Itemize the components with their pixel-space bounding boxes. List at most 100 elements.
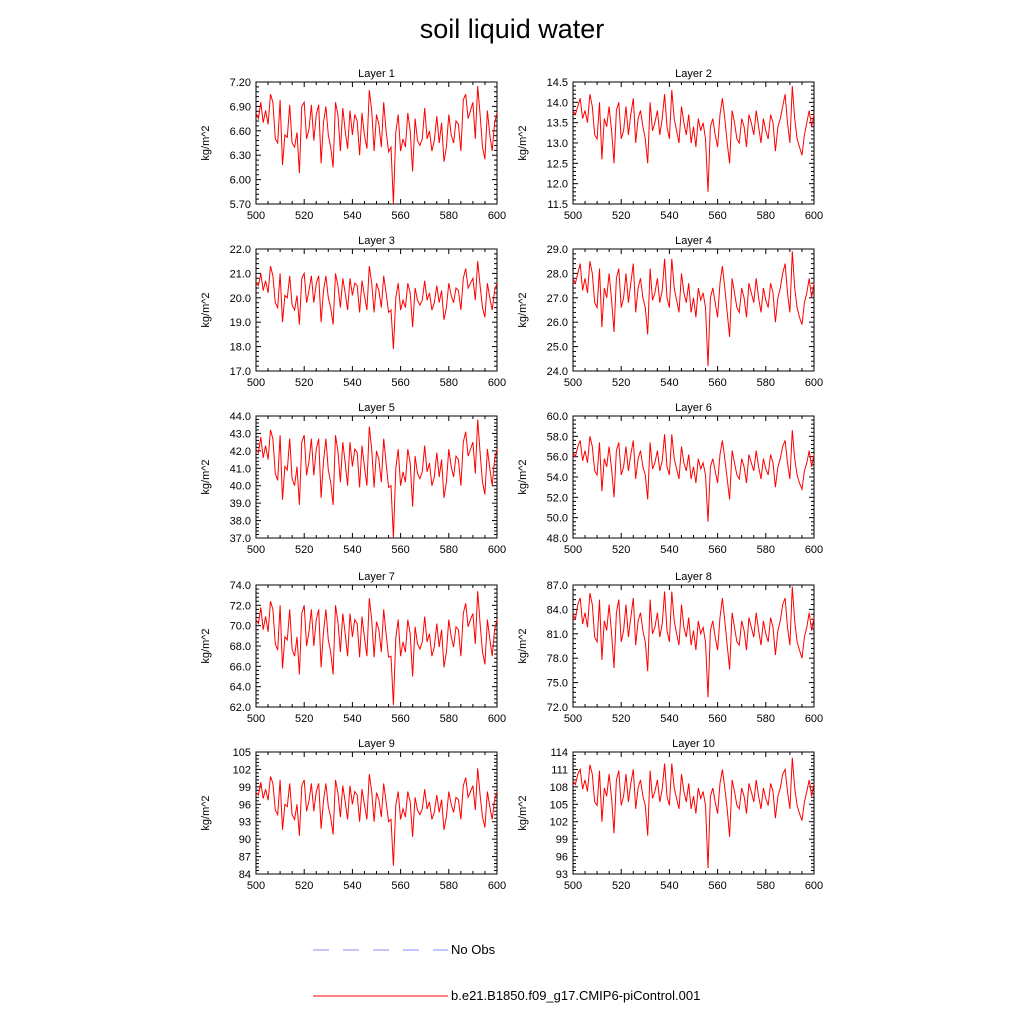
x-tick-label: 520	[295, 210, 313, 222]
x-tick-label: 560	[708, 544, 726, 556]
panel-title: Layer 6	[675, 402, 712, 414]
x-tick-label: 580	[440, 880, 458, 892]
y-tick-label: 96	[556, 852, 568, 864]
y-tick-label: 7.20	[230, 77, 251, 89]
x-tick-label: 540	[343, 377, 361, 389]
x-tick-label: 580	[440, 713, 458, 725]
x-tick-label: 600	[805, 544, 823, 556]
x-tick-label: 580	[757, 880, 775, 892]
x-tick-label: 500	[564, 880, 582, 892]
x-tick-label: 560	[708, 210, 726, 222]
x-tick-label: 560	[391, 880, 409, 892]
y-tick-label: 54.0	[547, 472, 568, 484]
x-tick-label: 600	[488, 377, 506, 389]
x-tick-label: 560	[391, 210, 409, 222]
panel-title: Layer 9	[358, 738, 395, 750]
panel-layer-10: Layer 10 kg/m^2 93 96 99 102 105 108 111 114 500 52…	[517, 738, 823, 892]
series-line	[255, 86, 498, 205]
x-tick-label: 540	[660, 880, 678, 892]
y-axis-label: kg/m^2	[200, 628, 212, 663]
y-tick-label: 28.0	[547, 268, 568, 280]
y-tick-label: 75.0	[547, 678, 568, 690]
y-tick-label: 44.0	[230, 411, 251, 423]
y-tick-label: 42.0	[230, 446, 251, 458]
x-tick-label: 560	[391, 713, 409, 725]
panel-title: Layer 4	[675, 235, 712, 247]
y-tick-label: 14.5	[547, 77, 568, 89]
x-tick-label: 600	[805, 880, 823, 892]
y-axis-label: kg/m^2	[517, 628, 529, 663]
series-line	[572, 586, 815, 698]
y-tick-label: 29.0	[547, 244, 568, 256]
series-line	[572, 251, 815, 367]
x-tick-label: 500	[247, 880, 265, 892]
x-tick-label: 600	[805, 377, 823, 389]
panel-layer-4: Layer 4 kg/m^2 24.0 25.0 26.0 27.0 28.0 29.0 500…	[517, 235, 823, 389]
y-axis-label: kg/m^2	[517, 292, 529, 327]
y-tick-label: 37.0	[230, 533, 251, 545]
panel-layer-9: Layer 9 kg/m^2 84 87 90 93 96 99 102 105 500 520 540…	[200, 738, 506, 892]
series-line	[572, 86, 815, 192]
x-tick-label: 520	[612, 880, 630, 892]
x-tick-label: 560	[708, 880, 726, 892]
series-line	[255, 419, 498, 539]
y-tick-label: 58.0	[547, 431, 568, 443]
x-tick-label: 500	[247, 544, 265, 556]
y-tick-label: 102	[550, 817, 568, 829]
y-tick-label: 13.0	[547, 138, 568, 150]
x-tick-label: 500	[564, 210, 582, 222]
y-tick-label: 93	[239, 817, 251, 829]
x-tick-label: 500	[247, 210, 265, 222]
y-tick-label: 39.0	[230, 498, 251, 510]
x-tick-label: 500	[564, 544, 582, 556]
x-tick-label: 600	[488, 544, 506, 556]
x-tick-label: 580	[440, 377, 458, 389]
y-tick-label: 87.0	[547, 580, 568, 592]
panel-title: Layer 10	[672, 738, 715, 750]
y-tick-label: 50.0	[547, 513, 568, 525]
x-tick-label: 560	[708, 377, 726, 389]
y-tick-label: 96	[239, 799, 251, 811]
x-tick-label: 520	[295, 544, 313, 556]
panel-title: Layer 7	[358, 571, 395, 583]
x-tick-label: 540	[343, 880, 361, 892]
x-tick-label: 600	[488, 210, 506, 222]
y-tick-label: 99	[556, 834, 568, 846]
y-tick-label: 48.0	[547, 533, 568, 545]
y-tick-label: 20.0	[230, 293, 251, 305]
x-tick-label: 580	[757, 210, 775, 222]
panel-title: Layer 3	[358, 235, 395, 247]
y-tick-label: 27.0	[547, 293, 568, 305]
panel-layer-6: Layer 6 kg/m^2 48.0 50.0 52.0 54.0 56.0 58.0 60.…	[517, 402, 823, 556]
x-tick-label: 520	[295, 713, 313, 725]
y-tick-label: 81.0	[547, 629, 568, 641]
panel-layer-7: Layer 7 kg/m^2 62.0 64.0 66.0 68.0 70.0 72.0 74.…	[200, 571, 506, 725]
y-tick-label: 43.0	[230, 428, 251, 440]
y-tick-label: 72.0	[547, 702, 568, 714]
x-tick-label: 580	[440, 544, 458, 556]
x-tick-label: 500	[564, 713, 582, 725]
y-tick-label: 6.60	[230, 126, 251, 138]
plot-frame	[572, 248, 815, 372]
y-tick-label: 111	[551, 764, 568, 776]
x-tick-label: 580	[757, 544, 775, 556]
y-tick-label: 87	[239, 852, 251, 864]
y-tick-label: 62.0	[230, 702, 251, 714]
y-tick-label: 14.0	[547, 97, 568, 109]
y-axis-label: kg/m^2	[517, 795, 529, 830]
y-tick-label: 68.0	[230, 641, 251, 653]
y-tick-label: 90	[239, 834, 251, 846]
y-tick-label: 108	[550, 782, 568, 794]
y-tick-label: 12.0	[547, 179, 568, 191]
y-tick-label: 84	[239, 869, 251, 881]
y-tick-label: 6.90	[230, 101, 251, 113]
y-tick-label: 12.5	[547, 158, 568, 170]
y-tick-label: 38.0	[230, 516, 251, 528]
y-tick-label: 64.0	[230, 682, 251, 694]
y-tick-label: 74.0	[230, 580, 251, 592]
y-tick-label: 6.30	[230, 150, 251, 162]
panel-layer-2: Layer 2 kg/m^2 11.5 12.0 12.5 13.0 13.5 14.0 14.…	[517, 68, 823, 222]
x-tick-label: 600	[805, 210, 823, 222]
y-axis-label: kg/m^2	[200, 292, 212, 327]
series-line	[572, 757, 815, 869]
